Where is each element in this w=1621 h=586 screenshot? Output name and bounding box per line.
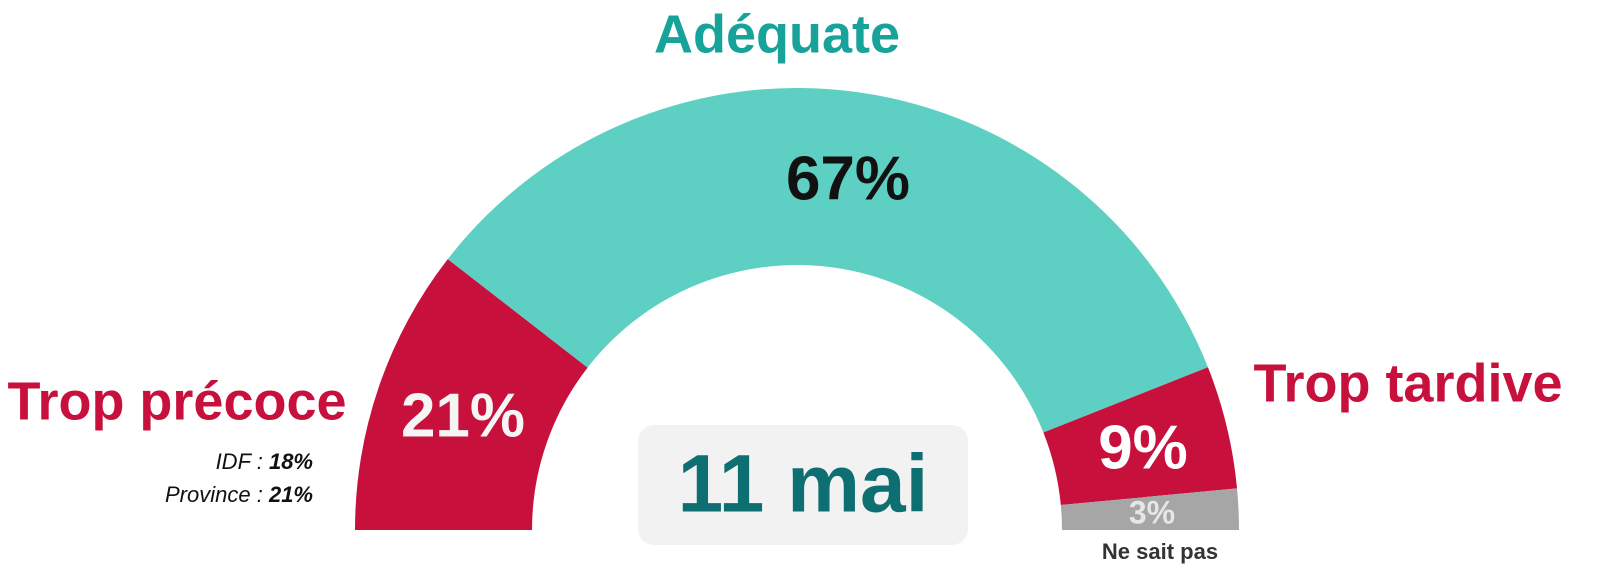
value-label: 3% bbox=[1129, 494, 1175, 530]
donut-segment bbox=[447, 88, 1208, 433]
value-label: 9% bbox=[1098, 413, 1188, 482]
category-label: Adéquate bbox=[654, 4, 900, 64]
category-label: Ne sait pas bbox=[1102, 539, 1218, 564]
donut-segment bbox=[1060, 488, 1239, 530]
breakdown-label: Province : bbox=[165, 482, 263, 507]
breakdown-line: Province : 21% bbox=[165, 482, 313, 507]
category-label: Trop tardive bbox=[1253, 353, 1562, 413]
category-label: Trop précoce bbox=[7, 371, 346, 431]
breakdown-value: 18% bbox=[269, 449, 313, 474]
breakdown-line: IDF : 18% bbox=[216, 449, 313, 474]
breakdown-value: 21% bbox=[268, 482, 313, 507]
breakdown-label: IDF : bbox=[216, 449, 263, 474]
value-label: 21% bbox=[401, 381, 525, 450]
center-box bbox=[638, 425, 968, 545]
center-label: 11 mai bbox=[678, 439, 929, 530]
donut-segment bbox=[1043, 367, 1238, 506]
value-label: 67% bbox=[786, 144, 910, 213]
donut-segment bbox=[355, 259, 588, 530]
